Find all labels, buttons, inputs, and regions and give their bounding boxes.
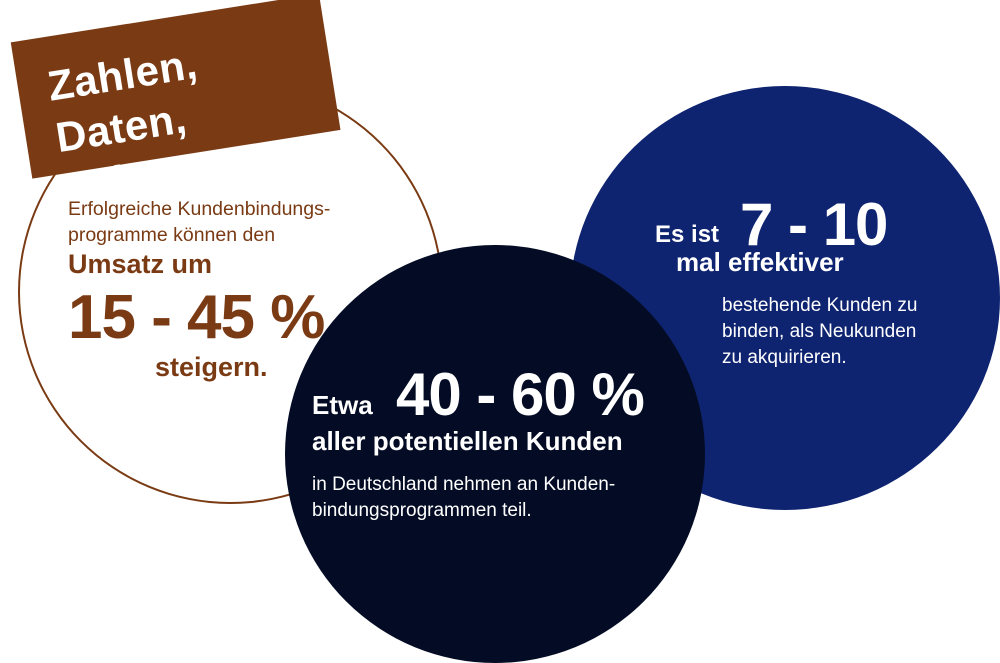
customers-headline: aller potentiellen Kunden [312,426,623,456]
customers-prefix: Etwa [312,390,373,420]
revenue-intro-line-2: programme können den [68,224,276,246]
revenue-intro-line-1: Erfolgreiche Kundenbindungs- [68,198,331,220]
effectiveness-prefix: Es ist [655,221,720,248]
effectiveness-text: bestehende Kunden zu binden, als Neukund… [722,293,917,371]
customers-text-line-2: bindungsprogrammen teil. [312,500,532,521]
revenue-intro: Erfolgreiche Kundenbindungs- programme k… [68,196,330,248]
effectiveness-text-line-2: binden, als Neukunden [722,321,917,342]
revenue-closing: steigern. [155,352,268,382]
effectiveness-figure: 7 - 10 [740,191,888,258]
customers-text-line-1: in Deutschland nehmen an Kunden- [312,474,616,495]
effectiveness-headline: mal effektiver [676,247,844,277]
title-banner: Zahlen, Daten, Fakten… [10,0,341,213]
customers-figure: 40 - 60 % [396,361,645,428]
effectiveness-text-line-1: bestehende Kunden zu [722,295,918,316]
revenue-headline: Umsatz um [68,249,213,279]
customers-circle [285,245,705,663]
customers-text: in Deutschland nehmen an Kunden- bindung… [312,472,615,524]
revenue-figure: 15 - 45 % [68,283,325,352]
effectiveness-text-line-3: zu akquirieren. [722,347,847,368]
